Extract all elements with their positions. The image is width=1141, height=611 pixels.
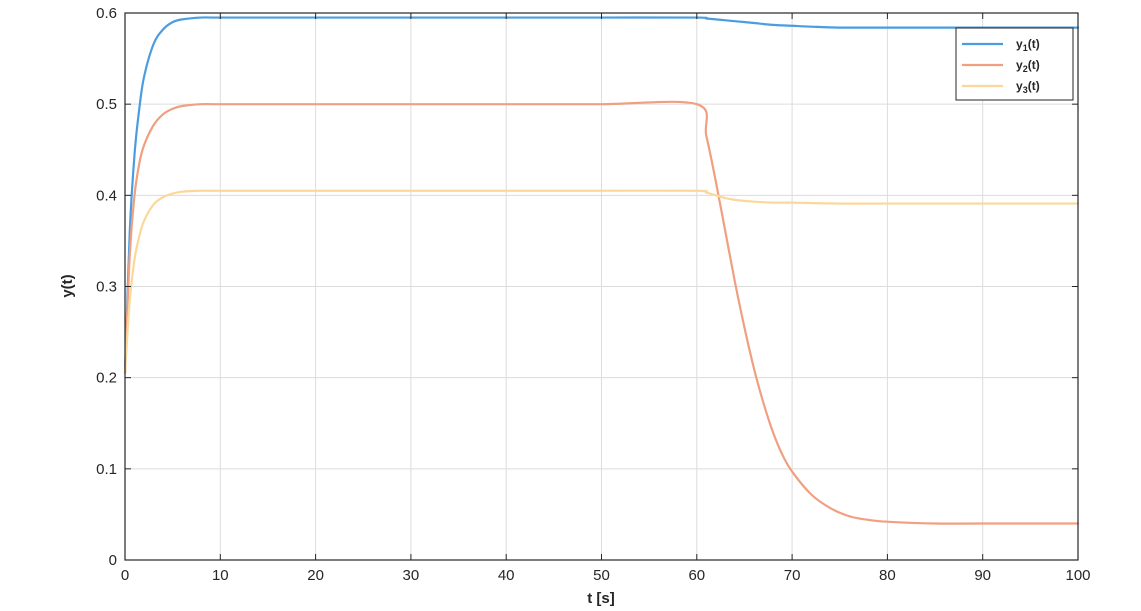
legend-label-suffix: (t)	[1028, 79, 1040, 93]
y-tick-label: 0	[109, 552, 117, 569]
series-line-y2	[123, 100, 1080, 525]
legend-label-subscript: 2	[1023, 64, 1028, 74]
legend-label-subscript: 3	[1023, 85, 1028, 95]
legend: y1(t)y2(t)y3(t)	[955, 27, 1074, 101]
y-tick-label: 0.6	[96, 5, 117, 22]
x-tick-label: 30	[403, 567, 420, 584]
x-tick-label: 100	[1065, 567, 1090, 584]
legend-label-y1: y1(t)	[1016, 37, 1040, 53]
legend-label-base: y	[1016, 37, 1023, 51]
legend-label-y3: y3(t)	[1016, 79, 1040, 95]
x-tick-label: 20	[307, 567, 324, 584]
legend-label-base: y	[1016, 58, 1023, 72]
x-tick-label: 70	[784, 567, 801, 584]
legend-label-base: y	[1016, 79, 1023, 93]
plot-area	[123, 16, 1080, 525]
x-tick-label: 40	[498, 567, 515, 584]
y-tick-label: 0.4	[96, 187, 117, 204]
legend-label-subscript: 1	[1023, 43, 1028, 53]
x-tick-label: 50	[593, 567, 610, 584]
x-tick-label: 0	[121, 567, 129, 584]
y-axis-ticks: 0 0.1 0.2 0.3 0.4 0.5 0.6	[96, 5, 1078, 569]
x-tick-label: 80	[879, 567, 896, 584]
grid	[124, 12, 1079, 561]
y-tick-label: 0.2	[96, 370, 117, 387]
x-tick-label: 10	[212, 567, 229, 584]
legend-label-suffix: (t)	[1028, 37, 1040, 51]
y-tick-label: 0.3	[96, 279, 117, 296]
x-axis-label: t [s]	[587, 590, 615, 607]
x-axis-ticks: 0 10 20 30 40 50 60 70 80 90 100	[121, 13, 1091, 584]
y-tick-label: 0.5	[96, 96, 117, 113]
series-line-y1	[123, 16, 1080, 375]
x-tick-label: 90	[974, 567, 991, 584]
legend-label-suffix: (t)	[1028, 58, 1040, 72]
x-tick-label: 60	[688, 567, 705, 584]
series-line-y3	[123, 189, 1080, 375]
y-axis-label: y(t)	[59, 274, 76, 297]
legend-label-y2: y2(t)	[1016, 58, 1040, 74]
y-tick-label: 0.1	[96, 461, 117, 478]
